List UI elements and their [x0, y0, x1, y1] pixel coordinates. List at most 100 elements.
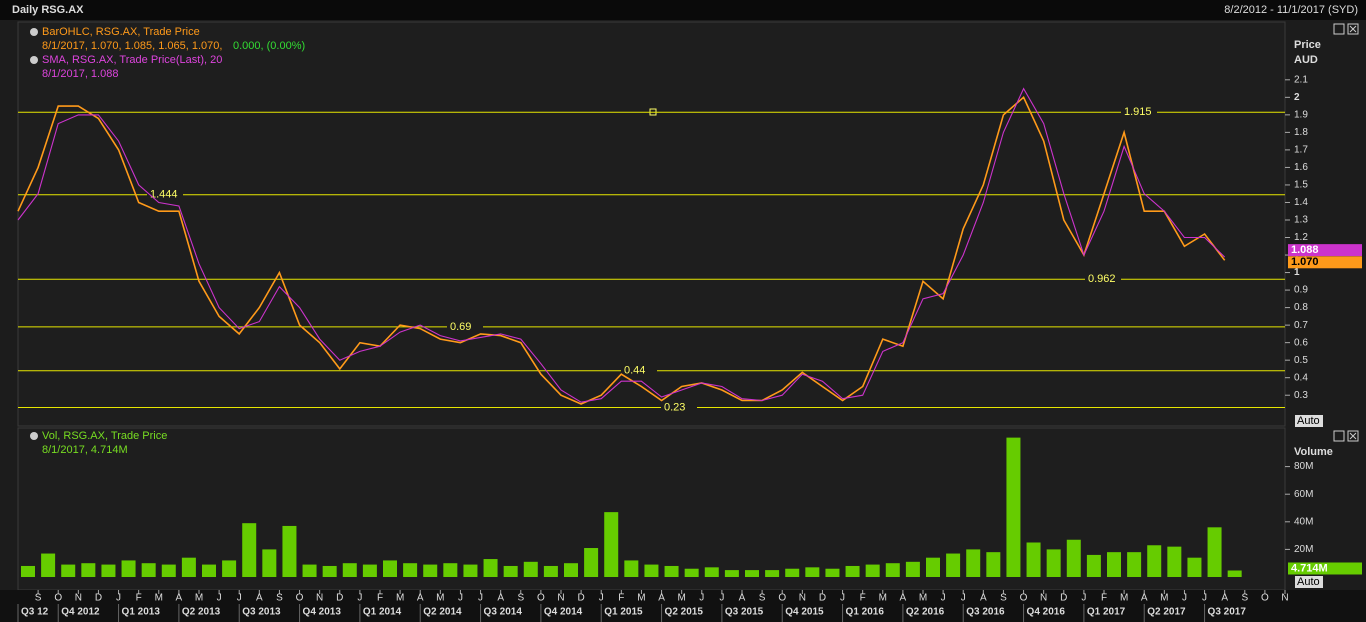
volume-bar: [362, 564, 377, 577]
volume-bar: [986, 552, 1001, 577]
volume-bar: [141, 563, 156, 577]
x-tick-label: J: [217, 593, 222, 604]
x-tick-label: F: [377, 593, 383, 604]
quarter-label: Q4 2014: [544, 607, 583, 618]
restore-button[interactable]: [1333, 23, 1345, 35]
level-label-bg: [661, 401, 697, 414]
x-tick-label: D: [1060, 593, 1067, 604]
x-tick-label: D: [819, 593, 826, 604]
x-tick-label: O: [1261, 593, 1269, 604]
x-tick-label: S: [35, 593, 42, 604]
auto-button[interactable]: [1295, 415, 1323, 427]
volume-bar: [604, 512, 619, 577]
level-label: 1.444: [150, 189, 178, 201]
x-tick-label: M: [436, 593, 444, 604]
volume-bar: [1107, 552, 1121, 577]
legend-icon[interactable]: [30, 56, 38, 64]
quarter-label: Q4 2016: [1027, 607, 1066, 618]
close-icon: [1349, 432, 1357, 440]
auto-button[interactable]: [1295, 576, 1323, 588]
y-tick-label: 1.9: [1294, 109, 1308, 120]
volume-bar: [262, 549, 277, 577]
volume-bar: [1006, 437, 1021, 577]
volume-bar: [322, 565, 337, 577]
x-tick-label: M: [677, 593, 685, 604]
volume-bar: [503, 565, 518, 577]
x-tick-label: A: [658, 593, 665, 604]
volume-bar: [564, 563, 578, 577]
volume-bar: [845, 565, 860, 577]
y-tick-label: 80M: [1294, 461, 1313, 472]
y-tick-label: 0.7: [1294, 320, 1308, 331]
volume-bar: [483, 559, 498, 577]
quarter-label: Q3 2014: [484, 607, 523, 618]
restore-button[interactable]: [1333, 430, 1345, 442]
x-tick-label: N: [1040, 593, 1047, 604]
legend-name: SMA, RSG.AX, Trade Price(Last), 20: [42, 54, 222, 66]
quarter-label: Q3 2013: [242, 607, 281, 618]
volume-bar: [443, 563, 458, 577]
x-tick-label: J: [941, 593, 946, 604]
level-label: 1.915: [1124, 106, 1152, 118]
y-tick-label: 2: [1294, 92, 1300, 103]
y-tick-label: 0.5: [1294, 355, 1308, 366]
x-tick-label: A: [739, 593, 746, 604]
legend-icon[interactable]: [30, 432, 38, 440]
y-tick-label: 1.3: [1294, 215, 1308, 226]
volume-bar: [684, 568, 699, 577]
volume-bar: [1147, 545, 1162, 577]
quarter-label: Q3 12: [21, 607, 49, 618]
last-value-label: 1.088: [1291, 244, 1319, 256]
x-tick-label: M: [155, 593, 163, 604]
x-tick-label: A: [497, 593, 504, 604]
last-value-tag: [1288, 562, 1362, 575]
y-tick-label: 1.7: [1294, 145, 1308, 156]
x-tick-label: M: [919, 593, 927, 604]
x-tick-label: M: [1120, 593, 1128, 604]
legend-name: BarOHLC, RSG.AX, Trade Price: [42, 26, 200, 38]
volume-bar: [202, 564, 216, 577]
x-tick-label: J: [1081, 593, 1086, 604]
x-tick-label: F: [136, 593, 142, 604]
y-tick-label: 1.6: [1294, 162, 1308, 173]
volume-bar: [1227, 570, 1242, 577]
close-button[interactable]: [1347, 430, 1359, 442]
volume-bar: [785, 568, 800, 577]
level-label: 0.69: [450, 321, 471, 333]
x-tick-label: N: [557, 593, 564, 604]
volume-bar: [61, 564, 76, 577]
last-value-label: 4.714M: [1291, 562, 1328, 574]
x-tick-label: A: [256, 593, 263, 604]
volume-bar: [1207, 527, 1222, 577]
quarter-label: Q2 2015: [665, 607, 704, 618]
x-tick-label: S: [1000, 593, 1007, 604]
x-tick-label: O: [778, 593, 786, 604]
quarter-label: Q4 2013: [303, 607, 342, 618]
legend-icon[interactable]: [30, 28, 38, 36]
volume-bar: [1086, 554, 1101, 577]
level-label-bg: [1121, 106, 1157, 119]
x-tick-label: J: [699, 593, 704, 604]
last-value-tag: [1288, 256, 1362, 269]
x-tick-label: M: [396, 593, 404, 604]
quarter-label: Q2 2017: [1147, 607, 1186, 618]
x-tick-label: F: [618, 593, 624, 604]
price-line: [17, 87, 1226, 403]
auto-label: Auto: [1297, 576, 1320, 588]
header-bar: [0, 0, 1366, 20]
volume-bar: [543, 565, 558, 577]
quarter-label: Q3 2017: [1208, 607, 1247, 618]
x-tick-label: J: [458, 593, 463, 604]
quarter-label: Q1 2016: [846, 607, 885, 618]
price-line: [17, 95, 1226, 405]
volume-bar: [865, 564, 880, 577]
x-tick-label: D: [95, 593, 102, 604]
x-tick-label: O: [1020, 593, 1028, 604]
y-tick-label: 0.6: [1294, 337, 1308, 348]
x-tick-label: J: [1202, 593, 1207, 604]
volume-bar: [745, 570, 759, 577]
volume-bar: [423, 564, 438, 577]
close-button[interactable]: [1347, 23, 1359, 35]
x-tick-label: A: [980, 593, 987, 604]
